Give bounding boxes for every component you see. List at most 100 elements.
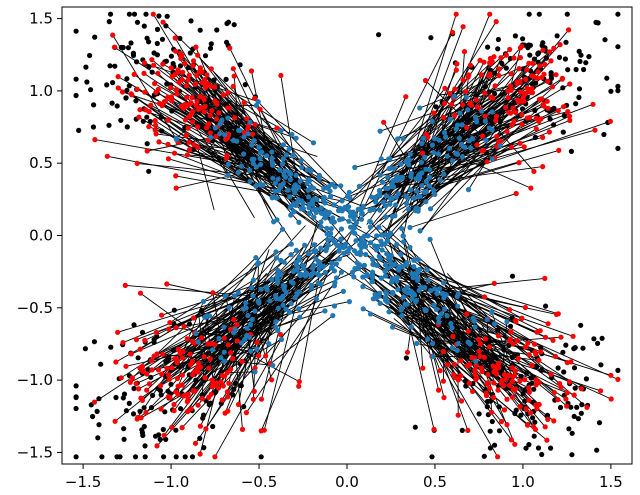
red-point: [499, 377, 505, 384]
y-tick-label: 0.0: [29, 227, 53, 245]
blue-point: [474, 119, 480, 125]
red-point: [526, 60, 532, 66]
black-point: [523, 445, 529, 451]
blue-point: [427, 236, 433, 242]
red-point: [171, 150, 178, 156]
blue-point: [330, 313, 336, 319]
red-point: [555, 108, 561, 114]
connector-line: [221, 213, 326, 401]
black-point: [178, 406, 184, 412]
black-point: [591, 336, 597, 342]
blue-point: [249, 316, 255, 323]
black-point: [154, 26, 161, 32]
black-point: [580, 345, 586, 351]
blue-point: [278, 272, 284, 278]
blue-point: [277, 167, 283, 173]
red-point: [516, 66, 522, 72]
connector-line: [222, 249, 270, 387]
blue-point: [270, 362, 276, 368]
black-point: [576, 86, 583, 92]
red-point: [458, 358, 464, 364]
connector-line: [433, 146, 512, 191]
black-point: [563, 342, 569, 348]
black-point: [164, 13, 170, 19]
blue-point: [305, 250, 311, 257]
blue-point: [282, 283, 288, 289]
red-point: [167, 320, 173, 326]
red-point: [484, 381, 490, 387]
red-point: [491, 280, 497, 286]
black-point: [538, 345, 544, 351]
red-point: [179, 355, 186, 361]
red-point: [201, 354, 207, 360]
red-point: [177, 350, 183, 357]
blue-point: [376, 293, 382, 299]
blue-point: [376, 192, 382, 198]
red-point: [245, 125, 251, 132]
black-point: [134, 59, 140, 65]
black-point: [604, 75, 610, 81]
red-point: [513, 109, 519, 115]
red-point: [494, 133, 500, 140]
black-point: [232, 380, 239, 386]
connector-line: [396, 149, 559, 198]
red-point: [143, 409, 149, 416]
red-point: [552, 353, 559, 360]
red-point: [135, 414, 141, 420]
black-point: [538, 367, 544, 373]
blue-point: [367, 224, 373, 230]
blue-point: [249, 156, 255, 162]
connector-line: [218, 112, 294, 156]
black-point: [193, 377, 199, 383]
red-point: [529, 73, 535, 79]
red-point: [190, 388, 196, 394]
blue-point: [329, 265, 335, 271]
red-point: [174, 91, 180, 97]
red-point: [564, 390, 570, 396]
blue-point: [384, 299, 390, 305]
black-point: [88, 87, 94, 93]
black-point: [186, 321, 193, 327]
red-point: [133, 381, 139, 387]
red-point: [584, 404, 590, 410]
red-point: [206, 121, 212, 127]
red-point: [566, 113, 573, 119]
red-point: [513, 319, 519, 325]
blue-point: [353, 220, 359, 226]
red-point: [592, 127, 598, 133]
blue-point: [287, 177, 293, 183]
red-point: [203, 84, 209, 91]
red-point: [150, 11, 156, 17]
black-point: [428, 35, 434, 41]
red-point: [228, 350, 234, 356]
red-point: [174, 375, 180, 382]
blue-point: [296, 257, 302, 263]
red-point: [119, 89, 126, 95]
red-point: [209, 108, 215, 114]
blue-point: [332, 184, 338, 190]
red-point: [607, 118, 614, 124]
blue-point: [369, 272, 375, 278]
red-point: [477, 57, 483, 63]
black-point: [131, 11, 138, 17]
blue-point: [280, 142, 286, 148]
red-point: [175, 383, 181, 389]
blue-point: [369, 278, 376, 285]
blue-point: [438, 311, 445, 317]
blue-point: [436, 314, 442, 321]
black-point: [73, 405, 79, 412]
red-point: [144, 371, 150, 377]
connector-line: [280, 75, 298, 183]
black-point: [495, 36, 501, 43]
blue-point: [413, 298, 419, 304]
red-point: [454, 61, 460, 67]
black-point: [615, 11, 621, 17]
blue-point: [405, 195, 411, 201]
blue-point: [390, 324, 396, 330]
red-point: [192, 440, 199, 446]
blue-point: [369, 194, 375, 200]
blue-point: [344, 205, 350, 211]
blue-point: [295, 265, 301, 271]
x-tick-label: −1.5: [65, 473, 101, 491]
